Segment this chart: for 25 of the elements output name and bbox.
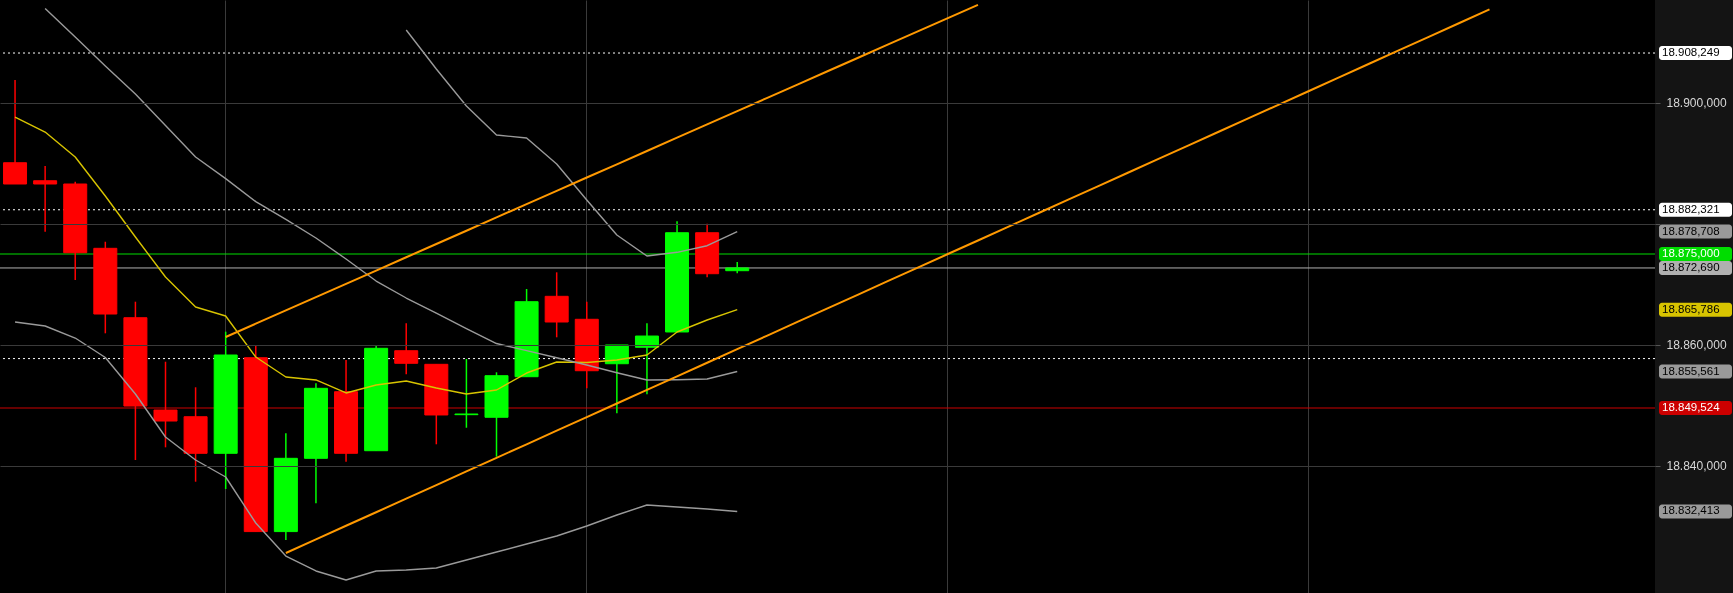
y-tick-label: 18.900,000 bbox=[1666, 96, 1727, 111]
line-series bbox=[44, 7, 738, 381]
text: 18.878,708 bbox=[1662, 224, 1720, 237]
candlestick bbox=[394, 322, 419, 376]
line-series bbox=[14, 321, 738, 581]
candlestick bbox=[3, 79, 28, 185]
text: 18.865,786 bbox=[1662, 302, 1720, 315]
line-series bbox=[405, 29, 738, 257]
text: 18.855,561 bbox=[1662, 364, 1720, 377]
ref-line-label: 18.849,524 bbox=[1662, 401, 1721, 413]
candlestick bbox=[634, 322, 659, 396]
line-series bbox=[224, 3, 979, 338]
ref-line-label: 18.908,249 bbox=[1662, 46, 1720, 59]
y-tick-label: 18.860,000 bbox=[1666, 338, 1727, 353]
candlestick bbox=[33, 165, 58, 233]
y-tick-label: 18.840,000 bbox=[1666, 459, 1727, 474]
text: 18.832,413 bbox=[1662, 504, 1720, 517]
candlestick bbox=[153, 360, 178, 449]
ref-line-label: 18.875,000 bbox=[1662, 247, 1720, 259]
line-series bbox=[14, 116, 738, 395]
candlestick bbox=[604, 344, 629, 415]
ref-line-label: 18.882,321 bbox=[1662, 202, 1720, 215]
candlestick bbox=[454, 358, 479, 429]
ref-line-label: 18.872,690 bbox=[1662, 260, 1720, 273]
line-series bbox=[284, 8, 1491, 554]
